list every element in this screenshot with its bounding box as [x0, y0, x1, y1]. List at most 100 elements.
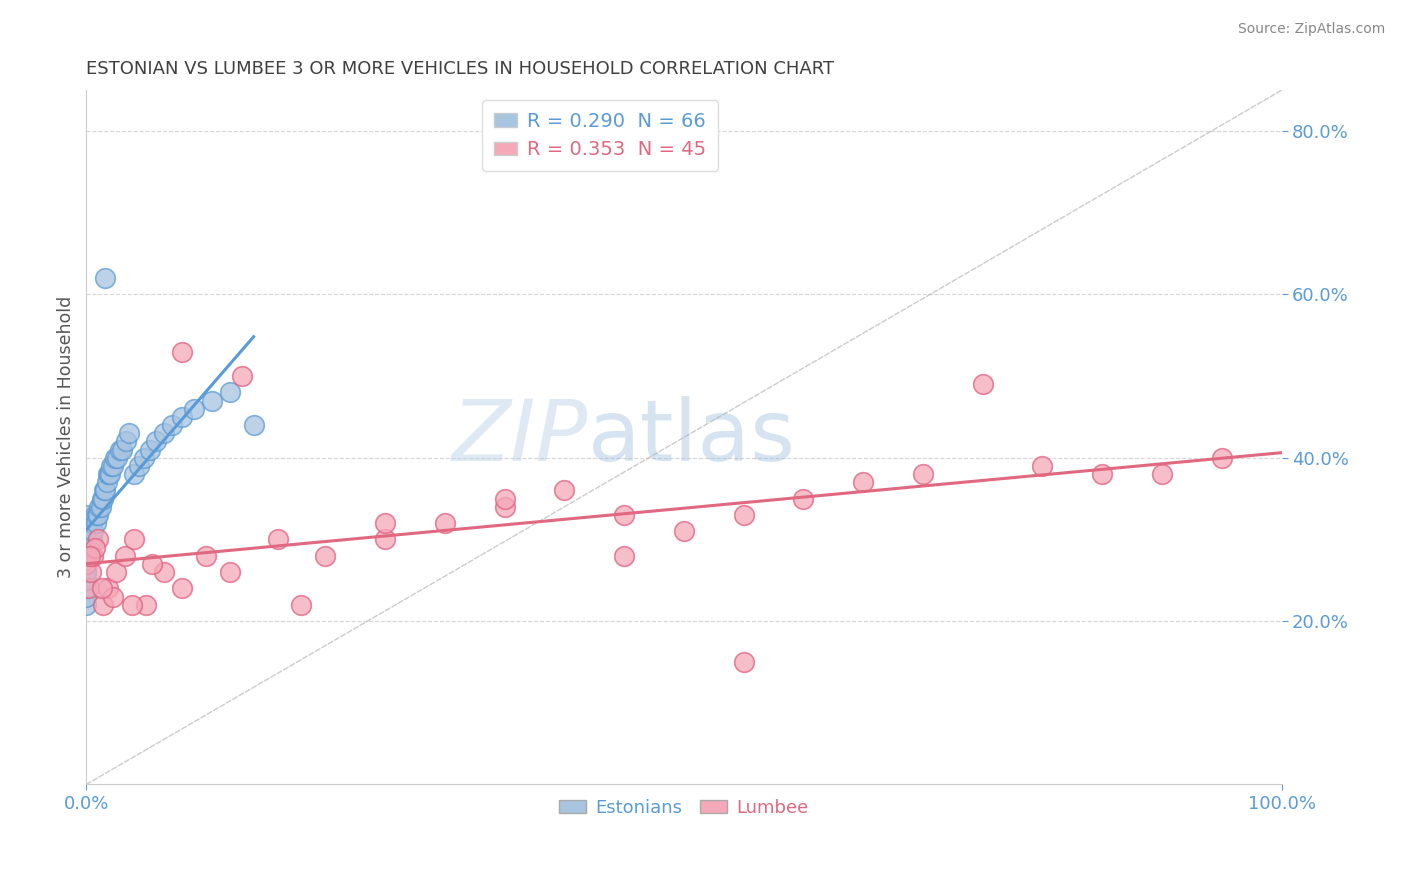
Point [93, 483, 115, 498]
Point [94, 483, 117, 498]
Point [231, 369, 253, 384]
Point [1031, 458, 1053, 473]
Point [1211, 450, 1233, 465]
Point [90, 491, 112, 506]
Point [122, 533, 145, 547]
Point [374, 516, 396, 530]
Point [374, 533, 396, 547]
Y-axis label: 3 or more Vehicles in Household: 3 or more Vehicles in Household [58, 296, 75, 579]
Point [170, 582, 193, 596]
Text: ESTONIAN VS LUMBEE 3 OR MORE VEHICLES IN HOUSEHOLD CORRELATION CHART: ESTONIAN VS LUMBEE 3 OR MORE VEHICLES IN… [86, 60, 834, 78]
Point [76, 549, 98, 563]
Point [87, 508, 110, 522]
Point [82, 524, 104, 539]
Point [75, 508, 97, 522]
Point [183, 401, 205, 416]
Point [132, 450, 155, 465]
Point [75, 565, 97, 579]
Point [733, 655, 755, 669]
Point [97, 467, 120, 481]
Point [111, 442, 134, 457]
Point [170, 409, 193, 424]
Point [75, 516, 97, 530]
Point [141, 557, 163, 571]
Point [86, 508, 108, 522]
Point [75, 565, 97, 579]
Point [90, 582, 112, 596]
Point [80, 524, 103, 539]
Point [75, 574, 97, 588]
Point [82, 549, 104, 563]
Point [494, 500, 516, 514]
Point [162, 418, 184, 433]
Point [201, 393, 224, 408]
Point [83, 508, 105, 522]
Point [75, 590, 97, 604]
Point [733, 508, 755, 522]
Point [108, 442, 131, 457]
Point [97, 582, 120, 596]
Point [91, 598, 114, 612]
Point [290, 598, 312, 612]
Point [194, 549, 217, 563]
Point [1150, 467, 1173, 481]
Point [101, 590, 124, 604]
Point [75, 557, 97, 571]
Point [122, 467, 145, 481]
Point [79, 516, 101, 530]
Point [82, 533, 104, 547]
Point [75, 533, 97, 547]
Point [75, 557, 97, 571]
Point [90, 500, 112, 514]
Point [75, 541, 97, 555]
Point [218, 565, 240, 579]
Point [75, 533, 97, 547]
Point [75, 598, 97, 612]
Point [76, 516, 98, 530]
Point [121, 598, 143, 612]
Point [98, 467, 121, 481]
Point [494, 491, 516, 506]
Point [75, 524, 97, 539]
Point [75, 582, 97, 596]
Point [114, 434, 136, 449]
Point [972, 377, 994, 392]
Point [80, 565, 103, 579]
Point [75, 524, 97, 539]
Point [911, 467, 934, 481]
Point [75, 549, 97, 563]
Point [433, 516, 456, 530]
Text: ZIP: ZIP [453, 396, 588, 479]
Point [145, 434, 167, 449]
Point [153, 426, 176, 441]
Point [1091, 467, 1114, 481]
Point [79, 549, 101, 563]
Point [672, 524, 695, 539]
Point [84, 516, 107, 530]
Point [613, 508, 636, 522]
Point [77, 541, 100, 555]
Point [553, 483, 575, 498]
Point [114, 549, 136, 563]
Legend: Estonians, Lumbee: Estonians, Lumbee [553, 791, 815, 824]
Point [135, 598, 157, 612]
Text: atlas: atlas [588, 396, 796, 479]
Point [104, 450, 127, 465]
Point [98, 467, 121, 481]
Point [91, 491, 114, 506]
Point [105, 450, 128, 465]
Point [96, 475, 118, 490]
Point [75, 557, 97, 571]
Point [852, 475, 875, 490]
Point [101, 458, 124, 473]
Point [792, 491, 814, 506]
Point [266, 533, 288, 547]
Point [75, 574, 97, 588]
Point [77, 524, 100, 539]
Point [138, 442, 160, 457]
Point [79, 533, 101, 547]
Point [153, 565, 176, 579]
Point [170, 344, 193, 359]
Text: Source: ZipAtlas.com: Source: ZipAtlas.com [1237, 22, 1385, 37]
Point [75, 541, 97, 555]
